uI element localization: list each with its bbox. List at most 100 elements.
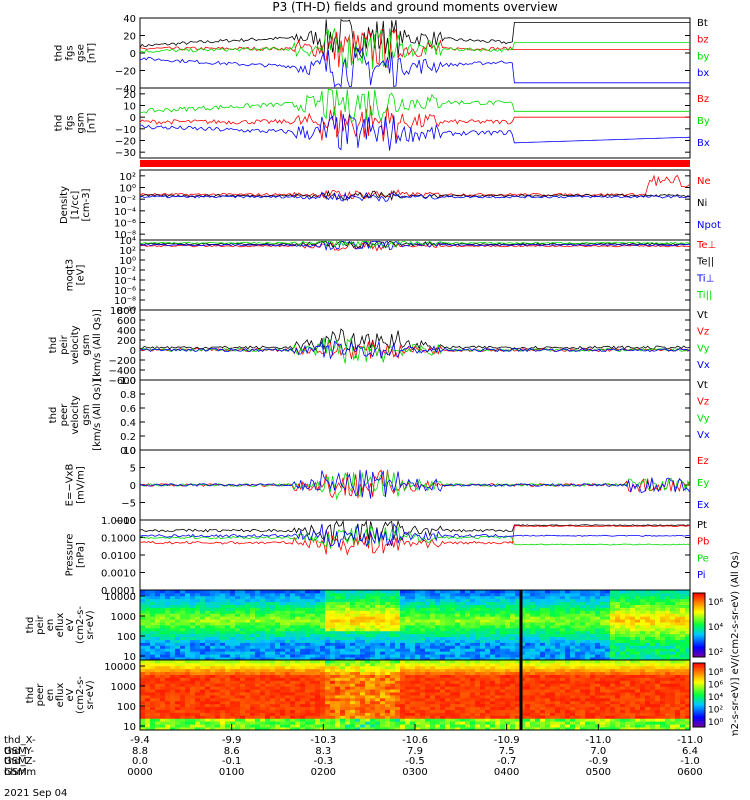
heatmap-cell [470, 674, 476, 678]
heatmap-cell [210, 648, 216, 652]
heatmap-cell [390, 665, 396, 670]
heatmap-cell [320, 671, 326, 675]
heatmap-cell [245, 721, 251, 725]
heatmap-cell [270, 721, 276, 725]
heatmap-cell [475, 695, 481, 699]
heatmap-cell [335, 665, 341, 670]
heatmap-cell [610, 636, 616, 640]
heatmap-cell [420, 604, 426, 608]
heatmap-cell [280, 697, 286, 702]
heatmap-cell [375, 657, 381, 661]
heatmap-cell [620, 651, 626, 655]
heatmap-cell [475, 680, 481, 684]
heatmap-cell [425, 718, 431, 722]
heatmap-cell [380, 607, 386, 611]
heatmap-cell [610, 622, 616, 626]
heatmap-cell [460, 715, 466, 719]
heatmap-cell [325, 622, 331, 626]
heatmap-cell [475, 654, 481, 658]
heatmap-cell [170, 671, 176, 675]
series-line-bx [139, 46, 690, 88]
heatmap-cell [360, 686, 366, 690]
heatmap-cell [230, 613, 236, 617]
heatmap-cell [415, 700, 421, 705]
heatmap-cell [310, 668, 316, 673]
heatmap-cell [660, 610, 666, 614]
heatmap-cell [140, 721, 146, 725]
heatmap-cell [430, 706, 436, 710]
heatmap-cell [200, 727, 206, 731]
heatmap-cell [325, 692, 331, 696]
heatmap-cell [185, 648, 191, 652]
heatmap-cell [295, 622, 301, 626]
heatmap-cell [410, 625, 416, 629]
heatmap-cell [280, 595, 286, 600]
heatmap-cell [305, 648, 311, 652]
heatmap-cell [260, 680, 266, 684]
heatmap-cell [340, 604, 346, 608]
heatmap-cell [455, 639, 461, 643]
heatmap-cell [575, 645, 581, 649]
heatmap-cell [175, 724, 181, 728]
heatmap-cell [270, 592, 276, 597]
heatmap-cell [355, 727, 361, 731]
heatmap-cell [545, 598, 551, 603]
heatmap-cell [405, 718, 411, 722]
heatmap-cell [645, 630, 651, 635]
heatmap-cell [555, 622, 561, 626]
heatmap-cell [540, 604, 546, 608]
heatmap-cell [280, 674, 286, 678]
heatmap-cell [495, 727, 501, 731]
heatmap-cell [300, 686, 306, 690]
heatmap-cell [400, 654, 406, 658]
heatmap-cell [480, 619, 486, 623]
heatmap-cell [520, 660, 526, 664]
heatmap-cell [435, 715, 441, 719]
heatmap-cell [635, 654, 641, 658]
heatmap-cell [565, 601, 571, 605]
heatmap-cell [670, 657, 676, 661]
heatmap-cell [295, 727, 301, 731]
heatmap-cell [425, 677, 431, 681]
heatmap-cell [480, 657, 486, 661]
heatmap-cell [305, 595, 311, 600]
panel-frame-peer-velocity [139, 379, 691, 451]
heatmap-cell [390, 622, 396, 626]
heatmap-cell [655, 639, 661, 643]
heatmap-cell [555, 727, 561, 731]
heatmap-cell [160, 610, 166, 614]
heatmap-cell [320, 660, 326, 664]
heatmap-cell [315, 610, 321, 614]
heatmap-cell [575, 622, 581, 626]
heatmap-cell [250, 607, 256, 611]
heatmap-cell [415, 686, 421, 690]
heatmap-cell [370, 721, 376, 725]
heatmap-cell [550, 715, 556, 719]
heatmap-cell [640, 616, 646, 620]
heatmap-cell [190, 697, 196, 702]
heatmap-cell [290, 695, 296, 699]
heatmap-cell [465, 718, 471, 722]
heatmap-cell [165, 709, 171, 713]
heatmap-cell [160, 727, 166, 731]
heatmap-cell [585, 651, 591, 655]
heatmap-cell [390, 604, 396, 608]
heatmap-cell [465, 674, 471, 678]
heatmap-cell [365, 680, 371, 684]
heatmap-cell [440, 601, 446, 605]
heatmap-cell [355, 689, 361, 693]
heatmap-cell [550, 727, 556, 731]
heatmap-cell [450, 648, 456, 652]
heatmap-cell [270, 630, 276, 635]
heatmap-cell [440, 660, 446, 664]
heatmap-cell [430, 695, 436, 699]
heatmap-cell [280, 680, 286, 684]
heatmap-cell [540, 592, 546, 597]
heatmap-cell [340, 636, 346, 640]
heatmap-cell [410, 657, 416, 661]
heatmap-cell [455, 648, 461, 652]
heatmap-cell [465, 622, 471, 626]
heatmap-cell [455, 662, 461, 667]
legend-Te||: Te|| [696, 257, 714, 268]
heatmap-cell [505, 627, 511, 632]
